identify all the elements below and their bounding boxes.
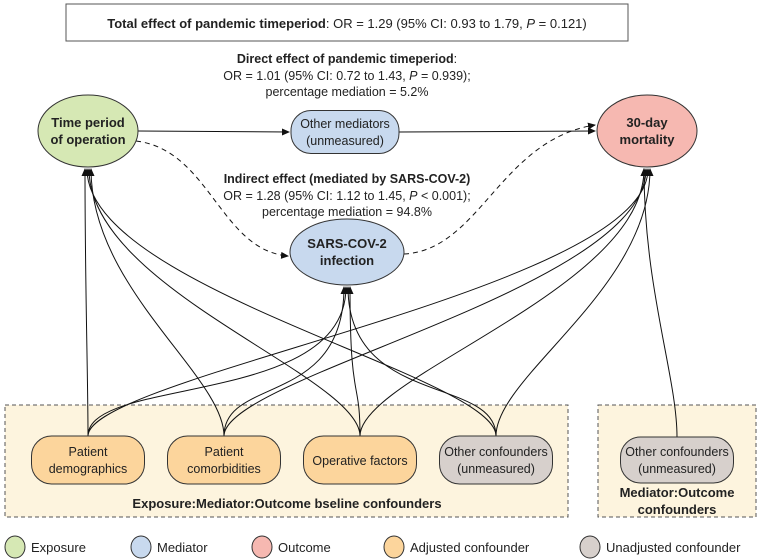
node-sars: SARS-COV-2 infection	[289, 218, 405, 286]
node-demographics: Patient demographics	[31, 435, 145, 485]
svg-text:Exposure:Mediator:Outcome bsel: Exposure:Mediator:Outcome bseline confou…	[132, 496, 441, 511]
node-operative: Operative factors	[303, 435, 417, 485]
edge-operative-to-outcome	[359, 168, 648, 437]
edge-demographics-to-sars	[87, 286, 350, 437]
legend-item-outcome: Outcome	[251, 535, 331, 559]
legend-swatch	[4, 535, 26, 559]
legend-item-mediator: Mediator	[130, 535, 208, 559]
legend-label: Outcome	[278, 540, 331, 555]
svg-text:Direct effect of pandemic time: Direct effect of pandemic timeperiod:	[237, 52, 457, 66]
edge-demographics-to-exposure	[81, 168, 89, 437]
edge-other_conf-to-outcome	[495, 168, 654, 437]
total-effect-box	[65, 3, 629, 42]
total-effect-text: Total effect of pandemic timeperiod: OR …	[107, 16, 587, 31]
node-label: SARS-COV-2	[307, 236, 386, 251]
node-label: Other mediators	[300, 117, 390, 131]
legend-label: Exposure	[31, 540, 86, 555]
node-label: (unmeasured)	[638, 462, 716, 476]
legend-swatch	[130, 535, 152, 559]
svg-text:percentage mediation = 5.2%: percentage mediation = 5.2%	[266, 85, 429, 99]
edge-other_mediators-to-outcome	[398, 127, 596, 135]
legend-label: Unadjusted confounder	[606, 540, 741, 555]
svg-text:Indirect effect (mediated by S: Indirect effect (mediated by SARS-COV-2)	[224, 172, 471, 186]
legend-label: Adjusted confounder	[410, 540, 530, 555]
edge-comorbidities-to-exposure	[87, 168, 225, 437]
edge-demographics-to-outcome	[87, 168, 652, 437]
node-label: mortality	[620, 132, 676, 147]
indirect-effect-label: Indirect effect (mediated by SARS-COV-2)…	[223, 172, 470, 219]
node-label: Time period	[51, 115, 125, 130]
edge-sars-to-outcome	[403, 122, 596, 255]
edge-exposure-to-sars	[135, 140, 289, 259]
node-exposure: Time period of operation	[37, 94, 139, 168]
edge-comorbidities-to-sars	[223, 286, 348, 437]
node-mo-conf: Other confounders (unmeasured)	[620, 436, 734, 484]
edge-comorbidities-to-outcome	[223, 168, 650, 437]
node-label: Other confounders	[444, 445, 548, 459]
node-comorbidities: Patient comorbidities	[167, 435, 281, 485]
legend-swatch	[251, 535, 273, 559]
node-label: Other confounders	[625, 445, 729, 459]
edge-other_conf-to-sars	[344, 286, 497, 437]
node-label: (unmeasured)	[306, 134, 384, 148]
legend-item-exposure: Exposure	[4, 535, 86, 559]
legend: Exposure Mediator Outcome Adjusted confound…	[4, 535, 741, 559]
legend-item-adjusted: Adjusted confounder	[383, 535, 530, 559]
node-label: (unmeasured)	[457, 462, 535, 476]
svg-text:Mediator:Outcome: Mediator:Outcome	[620, 485, 735, 500]
edges	[81, 122, 678, 438]
node-label: Patient	[205, 445, 244, 459]
edge-operative-to-sars	[346, 286, 361, 437]
legend-item-unadjusted: Unadjusted confounder	[579, 535, 741, 559]
node-other-conf: Other confounders (unmeasured)	[439, 435, 553, 485]
direct-effect-label: Direct effect of pandemic timeperiod: OR…	[223, 52, 470, 99]
svg-text:OR = 1.01 (95% CI: 0.72 to 1.4: OR = 1.01 (95% CI: 0.72 to 1.43, P = 0.9…	[223, 69, 470, 83]
edge-exposure-to-other_mediators	[137, 128, 290, 136]
node-label: demographics	[49, 462, 128, 476]
edge-mo_conf-to-outcome	[640, 168, 678, 438]
node-label: infection	[320, 253, 374, 268]
svg-text:OR = 1.28 (95% CI: 1.12 to 1.4: OR = 1.28 (95% CI: 1.12 to 1.45, P < 0.0…	[223, 189, 470, 203]
edge-other_conf-to-exposure	[83, 168, 497, 437]
node-label: Patient	[69, 445, 108, 459]
legend-swatch	[579, 535, 601, 559]
edge-operative-to-exposure	[85, 168, 361, 437]
node-label: Operative factors	[312, 454, 407, 468]
legend-swatch	[383, 535, 405, 559]
node-other-mediators: Other mediators (unmeasured)	[290, 110, 400, 154]
legend-label: Mediator	[157, 540, 208, 555]
svg-text:confounders: confounders	[638, 502, 717, 517]
node-label: 30-day	[626, 115, 668, 130]
node-outcome: 30-day mortality	[596, 94, 698, 168]
group-labels: Exposure:Mediator:Outcome bseline confou…	[132, 485, 734, 517]
node-label: comorbidities	[187, 462, 261, 476]
svg-text:percentage mediation = 94.8%: percentage mediation = 94.8%	[262, 205, 432, 219]
node-label: of operation	[50, 132, 125, 147]
